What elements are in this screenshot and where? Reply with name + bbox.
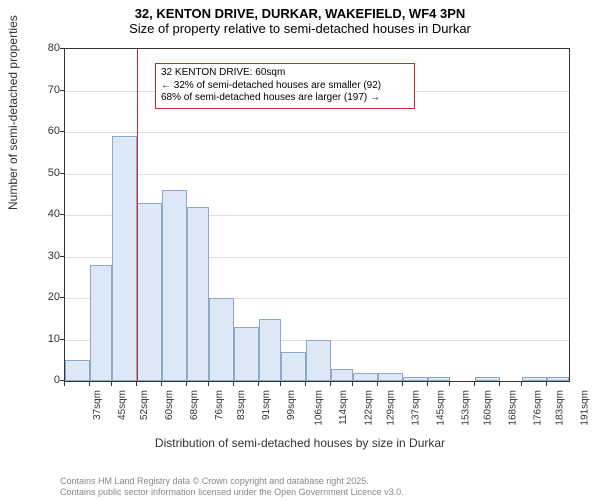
x-tick-label: 37sqm: [92, 390, 103, 420]
histogram-bar: [112, 136, 137, 381]
histogram-bar: [162, 190, 187, 381]
reference-line: [137, 49, 138, 381]
y-tick-label: 60: [30, 125, 60, 137]
x-tick-mark: [89, 382, 90, 386]
x-tick-label: 45sqm: [117, 390, 128, 420]
histogram-bar: [90, 265, 112, 381]
x-tick-label: 122sqm: [364, 390, 375, 426]
chart-title-sub: Size of property relative to semi-detach…: [0, 21, 600, 40]
histogram-bar: [281, 352, 306, 381]
annotation-line1: 32 KENTON DRIVE: 60sqm: [161, 67, 409, 80]
x-tick-label: 76sqm: [214, 390, 225, 420]
x-tick-mark: [305, 382, 306, 386]
x-tick-mark: [474, 382, 475, 386]
x-tick-label: 52sqm: [139, 390, 150, 420]
x-tick-label: 153sqm: [461, 390, 472, 426]
histogram-bar: [306, 340, 331, 382]
histogram-bar: [547, 377, 569, 381]
x-tick-mark: [499, 382, 500, 386]
histogram-bar: [187, 207, 209, 381]
y-tick-label: 10: [30, 333, 60, 345]
footer-line2: Contains public sector information licen…: [60, 487, 404, 498]
histogram-bar: [331, 369, 353, 381]
x-tick-mark: [330, 382, 331, 386]
histogram-bar: [259, 319, 281, 381]
x-tick-label: 129sqm: [386, 390, 397, 426]
annotation-box: 32 KENTON DRIVE: 60sqm ← 32% of semi-det…: [155, 63, 415, 109]
histogram-bar: [137, 203, 162, 381]
x-tick-mark: [233, 382, 234, 386]
y-axis-label: Number of semi-detached properties: [6, 15, 20, 210]
histogram-bar: [475, 377, 500, 381]
x-tick-label: 99sqm: [286, 390, 297, 420]
x-tick-mark: [136, 382, 137, 386]
x-tick-label: 183sqm: [555, 390, 566, 426]
chart-title-main: 32, KENTON DRIVE, DURKAR, WAKEFIELD, WF4…: [0, 0, 600, 21]
y-tick-label: 0: [30, 374, 60, 386]
x-tick-label: 191sqm: [580, 390, 591, 426]
y-tick-label: 70: [30, 84, 60, 96]
x-tick-mark: [161, 382, 162, 386]
footer-attribution: Contains HM Land Registry data © Crown c…: [60, 476, 404, 498]
x-tick-label: 145sqm: [436, 390, 447, 426]
x-tick-label: 68sqm: [189, 390, 200, 420]
y-tick-label: 30: [30, 250, 60, 262]
x-tick-label: 137sqm: [411, 390, 422, 426]
histogram-bar: [209, 298, 234, 381]
x-tick-mark: [427, 382, 428, 386]
x-axis-label: Distribution of semi-detached houses by …: [0, 436, 600, 450]
x-tick-label: 106sqm: [314, 390, 325, 426]
y-tick-label: 40: [30, 208, 60, 220]
x-tick-label: 160sqm: [483, 390, 494, 426]
histogram-bar: [378, 373, 403, 381]
x-tick-mark: [377, 382, 378, 386]
x-tick-mark: [258, 382, 259, 386]
y-tick-label: 80: [30, 42, 60, 54]
x-tick-mark: [280, 382, 281, 386]
x-tick-label: 60sqm: [164, 390, 175, 420]
footer-line1: Contains HM Land Registry data © Crown c…: [60, 476, 404, 487]
x-tick-mark: [402, 382, 403, 386]
histogram-bar: [353, 373, 378, 381]
chart-container: Number of semi-detached properties 01020…: [0, 40, 600, 460]
histogram-bar: [403, 377, 428, 381]
x-tick-mark: [208, 382, 209, 386]
x-tick-mark: [186, 382, 187, 386]
x-tick-mark: [521, 382, 522, 386]
x-tick-label: 83sqm: [236, 390, 247, 420]
x-tick-label: 91sqm: [261, 390, 272, 420]
histogram-bar: [65, 360, 90, 381]
annotation-line3: 68% of semi-detached houses are larger (…: [161, 92, 409, 105]
annotation-line2: ← 32% of semi-detached houses are smalle…: [161, 80, 409, 93]
plot-area: 32 KENTON DRIVE: 60sqm ← 32% of semi-det…: [64, 48, 570, 382]
x-tick-mark: [546, 382, 547, 386]
x-tick-mark: [449, 382, 450, 386]
x-tick-mark: [64, 382, 65, 386]
histogram-bar: [522, 377, 547, 381]
x-tick-mark: [111, 382, 112, 386]
y-tick-label: 20: [30, 291, 60, 303]
histogram-bar: [234, 327, 259, 381]
x-tick-mark: [352, 382, 353, 386]
x-tick-label: 114sqm: [338, 390, 349, 425]
histogram-bar: [428, 377, 450, 381]
y-tick-label: 50: [30, 167, 60, 179]
x-tick-label: 168sqm: [508, 390, 519, 426]
x-tick-label: 176sqm: [533, 390, 544, 426]
